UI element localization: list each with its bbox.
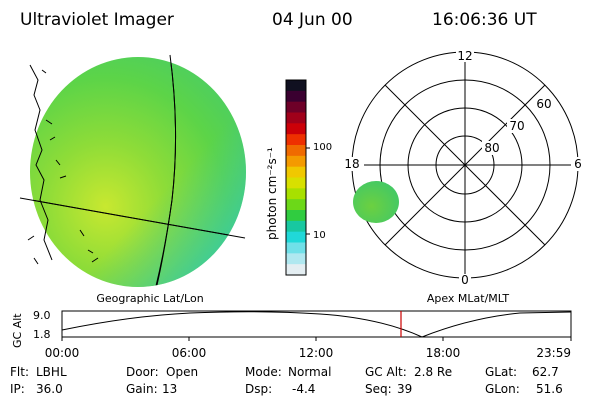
- coastline: [29, 64, 53, 261]
- color-bar-swatch: [286, 145, 306, 157]
- magnetic-caption: Apex MLat/MLT: [427, 292, 510, 305]
- color-bar-swatch: [286, 253, 306, 265]
- date-label: 04 Jun 00: [272, 10, 353, 30]
- color-bar-swatch: [286, 155, 306, 168]
- door-label: Door:: [126, 365, 159, 379]
- mlat-label-70: 70: [509, 119, 524, 133]
- glon-value: 51.6: [536, 382, 563, 396]
- color-bar-tick-10: 10: [313, 230, 326, 241]
- mlat-label-80: 80: [484, 141, 499, 155]
- glon-label: GLon:: [485, 382, 520, 396]
- mlt-label-12: 12: [457, 49, 472, 63]
- color-bar-swatch: [286, 80, 306, 92]
- mode-label: Mode:: [245, 365, 282, 379]
- color-bar-swatch: [286, 210, 306, 222]
- mlat-label-60: 60: [536, 97, 551, 111]
- timeline-ticks: [61, 337, 572, 341]
- color-bar-swatch: [286, 188, 306, 200]
- mlt-label-18: 18: [344, 157, 359, 171]
- gain-label: Gain:: [126, 382, 158, 396]
- app-title: Ultraviolet Imager: [20, 10, 174, 30]
- coastline-detail: [27, 69, 99, 265]
- timeline-axis-label: GC Alt: [11, 313, 24, 348]
- geographic-caption: Geographic Lat/Lon: [96, 292, 203, 305]
- color-bar-swatch: [286, 242, 306, 254]
- gain-value: 13: [162, 382, 177, 396]
- gc-alt-value: 2.8 Re: [414, 365, 452, 379]
- color-bar-swatch: [286, 166, 306, 179]
- filter-value: LBHL: [36, 365, 67, 379]
- color-bar-swatch: [286, 112, 306, 124]
- mlt-label-6: 6: [574, 157, 582, 171]
- door-value: Open: [166, 365, 198, 379]
- color-bar-swatch: [286, 101, 306, 114]
- auroral-blob: [353, 181, 399, 223]
- seq-value: 39: [397, 382, 412, 396]
- timeline-x-tick-0: 00:00: [45, 346, 80, 360]
- ip-value: 36.0: [36, 382, 63, 396]
- color-bar-swatch: [286, 220, 306, 233]
- earth-limb: [30, 57, 246, 287]
- color-bar-swatch: [286, 264, 306, 276]
- info-panel: Flt: LBHL IP: 36.0 Door: Open Gain: 13 M…: [10, 365, 563, 396]
- color-bar-swatch: [286, 134, 306, 146]
- filter-label: Flt:: [10, 365, 29, 379]
- geographic-image-panel: [19, 54, 246, 287]
- color-bar: [285, 79, 310, 276]
- timeline-y-tick-high: 9.0: [33, 309, 51, 322]
- color-bar-unit-label: photon cm⁻²s⁻¹: [265, 147, 279, 240]
- color-bar-swatch: [286, 123, 306, 135]
- gc-alt-label: GC Alt:: [365, 365, 407, 379]
- dsp-label: Dsp:: [245, 382, 272, 396]
- ip-label: IP:: [10, 382, 25, 396]
- timeline-x-tick-4: 23:59: [536, 346, 571, 360]
- timeline-x-tick-2: 12:00: [299, 346, 334, 360]
- mode-value: Normal: [288, 365, 331, 379]
- timeline-frame: [61, 310, 572, 338]
- polar-plot: 12 18 6 0 60 70 80: [340, 49, 585, 287]
- color-bar-swatch: [286, 199, 306, 211]
- orbit-altitude-curve: [61, 311, 572, 338]
- polar-diagonal-2: [384, 84, 546, 246]
- mlt-label-0: 0: [461, 273, 469, 287]
- longitude-line-outer: [156, 54, 177, 286]
- seq-label: Seq:: [365, 382, 392, 396]
- color-bar-swatch: [286, 177, 306, 189]
- glat-value: 62.7: [532, 365, 559, 379]
- orbit-timeline: [61, 310, 572, 341]
- color-bar-swatch: [286, 90, 306, 103]
- timeline-y-tick-low: 1.8: [33, 328, 51, 341]
- color-bar-swatch: [286, 231, 306, 244]
- color-bar-tick-100: 100: [313, 142, 332, 153]
- color-bar-frame: [285, 79, 307, 276]
- glat-label: GLat:: [485, 365, 517, 379]
- timeline-x-tick-3: 18:00: [426, 346, 461, 360]
- time-label: 16:06:36 UT: [432, 10, 537, 30]
- timeline-x-tick-1: 06:00: [172, 346, 207, 360]
- dsp-value: -4.4: [292, 382, 315, 396]
- latitude-line-outer: [19, 197, 246, 239]
